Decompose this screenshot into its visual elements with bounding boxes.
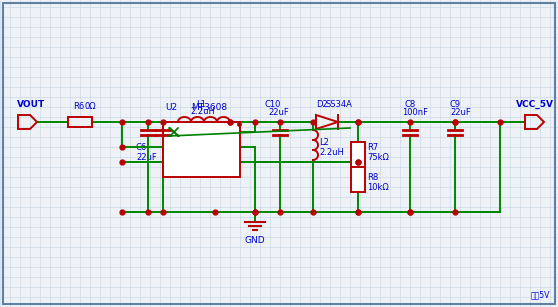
Text: VCC_5V: VCC_5V — [516, 100, 554, 109]
Text: 100nF: 100nF — [165, 153, 191, 162]
Text: C9: C9 — [450, 100, 461, 109]
Text: 75kΩ: 75kΩ — [367, 153, 389, 161]
Text: 3: 3 — [233, 160, 237, 165]
Text: C6: C6 — [136, 143, 147, 152]
Text: GND: GND — [245, 236, 265, 245]
Text: 6: 6 — [166, 130, 170, 134]
Text: FB: FB — [213, 157, 222, 166]
Text: R8: R8 — [367, 173, 378, 181]
Text: 22uF: 22uF — [450, 108, 471, 117]
Text: SW: SW — [210, 127, 222, 137]
Bar — [351, 167, 365, 192]
Text: 10kΩ: 10kΩ — [367, 182, 389, 192]
Text: L1: L1 — [196, 100, 206, 109]
Bar — [163, 122, 240, 177]
Text: R7: R7 — [367, 142, 378, 151]
Text: 22uF: 22uF — [268, 108, 288, 117]
Text: EN: EN — [181, 157, 191, 166]
Text: 4: 4 — [166, 160, 170, 165]
Text: U2: U2 — [165, 103, 177, 112]
Text: 100nF: 100nF — [402, 108, 428, 117]
Text: SS34A: SS34A — [326, 100, 353, 109]
Text: C10: C10 — [265, 100, 281, 109]
Text: MT3608: MT3608 — [191, 103, 228, 112]
Text: IN: IN — [181, 142, 189, 151]
Text: GND: GND — [204, 142, 222, 151]
Polygon shape — [316, 115, 338, 129]
Text: 2: 2 — [233, 145, 237, 150]
Text: 1: 1 — [233, 130, 237, 134]
Text: C8: C8 — [405, 100, 416, 109]
Bar — [351, 142, 365, 167]
Text: 22uF: 22uF — [136, 153, 157, 162]
Text: L2: L2 — [319, 138, 329, 146]
Text: 5: 5 — [166, 145, 170, 150]
Text: NC: NC — [181, 127, 192, 137]
Text: 2.2uH: 2.2uH — [319, 147, 344, 157]
Text: C7: C7 — [165, 143, 176, 152]
Text: VOUT: VOUT — [17, 100, 45, 109]
Text: 2.2uH: 2.2uH — [190, 107, 215, 116]
Text: D2: D2 — [316, 100, 328, 109]
Text: R6: R6 — [73, 102, 84, 111]
Bar — [68, 117, 92, 127]
Text: 稳压5V: 稳压5V — [531, 290, 550, 299]
Text: 0Ω: 0Ω — [84, 102, 95, 111]
